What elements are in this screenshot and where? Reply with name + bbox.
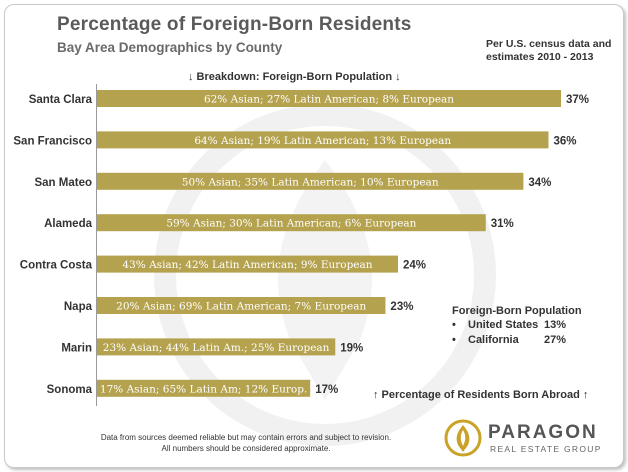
percentage-note: ↑ Percentage of Residents Born Abroad ↑ [373,389,589,401]
value-label: 23% [390,301,413,313]
bar [97,214,486,232]
category-label: San Francisco [13,135,92,147]
category-label: San Mateo [34,177,92,189]
value-label: 31% [491,218,514,230]
foreign-born-box: Foreign-Born Population • United States … [452,305,612,349]
category-label: Marin [61,342,92,354]
bar-breakdown-label: 43% Asian; 42% Latin American; 9% Europe… [122,259,372,271]
value-label: 19% [340,342,363,354]
category-label: Santa Clara [29,94,93,106]
bar-breakdown-label: 50% Asian; 35% Latin American; 10% Europ… [182,176,439,188]
logo-name: PARAGON [488,422,598,443]
logo-tagline: REAL ESTATE GROUP [490,444,602,454]
bar [97,131,549,149]
source-note-line: estimates 2010 - 2013 [486,51,594,63]
y-axis-line [96,84,97,406]
disclaimer: Data from sources deemed reliable but ma… [96,432,396,454]
breakdown-label: ↓ Breakdown: Foreign-Born Population ↓ [188,71,401,83]
value-label: 37% [566,94,589,106]
foreign-born-value: 13% [544,319,567,331]
bar [97,338,336,356]
bar-breakdown-label: 62% Asian; 27% Latin American; 8% Europe… [204,94,454,106]
chart-subtitle: Bay Area Demographics by County [57,40,283,55]
category-label: Contra Costa [20,260,93,272]
foreign-born-label: California [468,334,519,346]
foreign-born-label: United States [468,319,539,331]
chart-title: Percentage of Foreign-Born Residents [57,14,412,35]
source-note-line: Per U.S. census data and [486,38,612,50]
foreign-born-row: • California 27% [452,334,612,349]
value-label: 24% [403,260,426,272]
disclaimer-line: All numbers should be considered approxi… [161,444,331,453]
bar [97,297,386,314]
category-label: Napa [64,301,93,313]
bar [97,255,398,273]
bullet: • [452,334,456,346]
disclaimer-line: Data from sources deemed reliable but ma… [100,433,392,442]
bullet: • [452,319,456,331]
bar-breakdown-label: 59% Asian; 30% Latin American; 6% Europe… [166,218,416,230]
bar-breakdown-label: 17% Asian; 65% Latin Am; 12% Europ. [100,383,307,395]
bar-breakdown-label: 23% Asian; 44% Latin Am.; 25% European [103,342,330,354]
value-label: 17% [315,384,338,396]
bar-breakdown-label: 64% Asian; 19% Latin American; 13% Europ… [194,135,451,147]
bar [97,172,524,190]
value-label: 34% [528,177,551,189]
bar-breakdown-label: 20% Asian; 69% Latin American; 7% Europe… [116,301,366,313]
foreign-born-row: • United States 13% [452,319,612,334]
foreign-born-title: Foreign-Born Population [452,305,582,317]
foreign-born-value: 27% [544,334,567,346]
paragon-logo-icon [444,419,482,457]
category-label: Alameda [44,218,93,230]
bar [97,90,561,107]
value-label: 36% [553,135,576,147]
category-label: Sonoma [47,384,93,396]
source-note: Per U.S. census data and estimates 2010 … [486,38,616,64]
bar [97,379,311,397]
